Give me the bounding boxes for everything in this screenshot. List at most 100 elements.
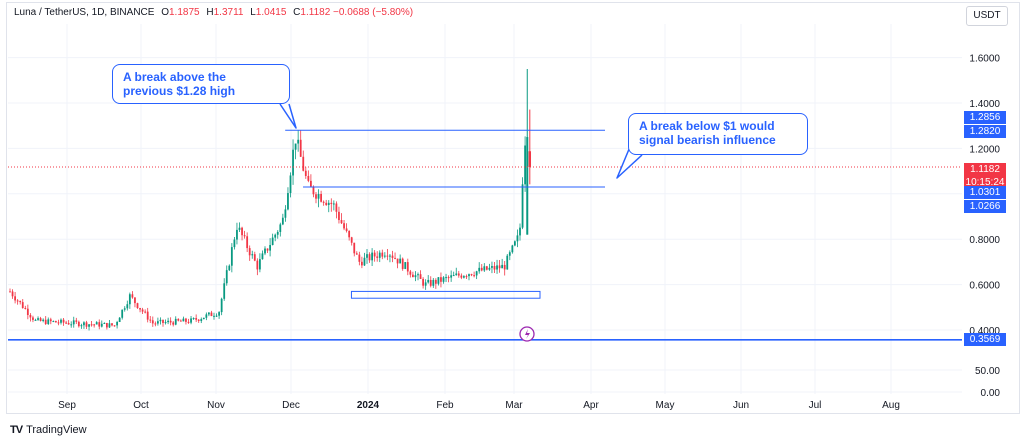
candle-body [429, 279, 432, 286]
candle-body [338, 211, 340, 221]
candle-body [103, 322, 106, 324]
candle-body [266, 248, 269, 251]
candle-body [169, 320, 172, 323]
candle-body [330, 202, 333, 205]
x-tick-label: Dec [282, 400, 300, 411]
candle-body [434, 279, 437, 284]
candle-body [440, 277, 442, 282]
low-label: L [250, 7, 256, 18]
candle-body [353, 242, 356, 254]
candle-body [264, 248, 266, 254]
x-tick-label: Jun [733, 400, 749, 411]
candle-body [419, 274, 422, 279]
candle-body [228, 265, 231, 271]
candle-body [106, 322, 108, 328]
candle-body [424, 282, 427, 286]
annotation-break-below[interactable]: A break below $1 would signal bearish in… [628, 113, 808, 155]
open-value: 1.1875 [169, 7, 200, 18]
candle-body [279, 224, 282, 232]
candle-body [343, 223, 345, 229]
x-tick-label: May [656, 400, 675, 411]
candle-body [463, 276, 465, 278]
candle-body [62, 319, 65, 323]
brand-name: TradingView [26, 424, 87, 436]
low-value: 1.0415 [255, 7, 287, 18]
candle-body [100, 323, 103, 327]
symbol-title[interactable]: Luna / TetherUS, 1D, BINANCE [14, 7, 155, 18]
candle-body [468, 274, 470, 277]
candle-body [141, 309, 144, 312]
candle-body [113, 325, 116, 327]
candle-body [332, 203, 335, 205]
candle-body [457, 273, 460, 276]
candle-body [202, 317, 205, 320]
candle-body [154, 323, 157, 325]
candle-body [197, 319, 200, 321]
candle-body [236, 229, 238, 240]
currency-unit-button[interactable]: USDT [966, 6, 1008, 26]
candle-body [144, 311, 147, 313]
candle-body [16, 300, 19, 302]
candle-body [498, 265, 501, 269]
price-tag-countdown: 10:15:24 [964, 176, 1006, 189]
x-tick-label: Apr [583, 400, 599, 411]
tradingview-logo-icon: TV [10, 424, 23, 436]
candle-body [485, 266, 488, 270]
candle-body [322, 201, 325, 203]
candle-body [29, 315, 32, 318]
candle-body [511, 245, 514, 253]
candle-body [47, 319, 50, 325]
footer-brand[interactable]: TV TradingView [10, 424, 87, 436]
candle-body [320, 193, 322, 202]
x-tick-label: Sep [58, 400, 76, 411]
price-tag-support-2: 1.0266 [964, 200, 1006, 213]
candle-body [528, 151, 532, 167]
candle-body [39, 318, 42, 321]
candle-body [172, 322, 175, 325]
candle-body [213, 315, 215, 317]
x-tick-label: Oct [133, 400, 149, 411]
candle-body [75, 320, 78, 322]
candle-body [14, 296, 16, 301]
candle-body [151, 320, 154, 324]
candle-body [401, 258, 404, 269]
candle-body [345, 228, 348, 231]
candle-body [90, 324, 93, 326]
candle-body [167, 320, 169, 323]
candle-body [57, 322, 60, 324]
candle-body [93, 324, 96, 326]
candle-body [281, 217, 284, 225]
candle-body [42, 319, 45, 321]
candle-body [192, 318, 195, 320]
candle-body [116, 322, 118, 326]
candle-body [77, 321, 80, 327]
candle-body [146, 311, 149, 320]
candle-body [501, 264, 504, 269]
candle-body [241, 227, 243, 236]
candle-body [11, 291, 14, 297]
candle-body [21, 302, 24, 308]
candle-body [312, 186, 315, 195]
candle-body [187, 321, 190, 323]
annotation-break-above[interactable]: A break above the previous $1.28 high [112, 64, 290, 104]
candle-body [514, 241, 516, 246]
candle-body [491, 266, 493, 268]
candle-body [350, 237, 353, 243]
y-tick-label: 0.6000 [969, 281, 1000, 292]
candle-body [159, 319, 162, 322]
y-tick-label: 0.8000 [969, 235, 1000, 246]
y-tick-label: 1.6000 [969, 54, 1000, 65]
candle-body [389, 255, 391, 257]
candle-body [19, 300, 22, 303]
candle-body [406, 262, 409, 272]
candle-body [261, 253, 264, 260]
candle-body [80, 325, 83, 327]
chart-frame [6, 2, 1020, 414]
candle-body [508, 252, 511, 256]
candle-body [417, 274, 419, 276]
candle-body [251, 254, 254, 256]
candle-body [149, 319, 152, 321]
candle-body [348, 230, 351, 238]
candle-body [88, 324, 90, 327]
candle-body [460, 275, 463, 278]
